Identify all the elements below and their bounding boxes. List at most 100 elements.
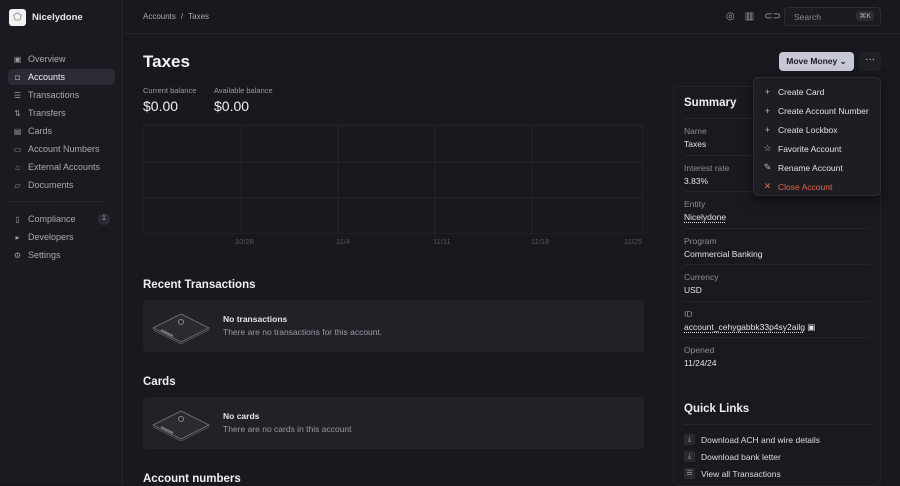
sidebar-item-developers[interactable]: ▸ Developers bbox=[8, 229, 115, 245]
x-tick: 10/28 bbox=[235, 237, 254, 246]
quick-link-bank-letter[interactable]: ⤓ Download bank letter bbox=[684, 451, 781, 462]
account-id[interactable]: account_cehygabbk33p4sy2ailg bbox=[684, 321, 805, 332]
empty-title: No cards bbox=[223, 411, 260, 421]
nav-primary: ▣ Overview ◘ Accounts ☰ Transactions ⇅ Trans… bbox=[8, 51, 115, 265]
menu-item-favorite-account[interactable]: ☆ Favorite Account bbox=[754, 139, 880, 158]
summary-row-program: Program Commercial Banking bbox=[684, 229, 870, 265]
search-input[interactable]: Search ⌘K bbox=[784, 7, 881, 26]
book-icon[interactable]: ▥ bbox=[744, 11, 755, 22]
brand-name: Nicelydone bbox=[32, 12, 83, 23]
summary-row-entity: Entity Nicelydone bbox=[684, 192, 870, 229]
card-icon: ▤ bbox=[13, 126, 22, 136]
value: Taxes bbox=[684, 139, 707, 149]
label: Currency bbox=[684, 272, 719, 282]
menu-item-create-card[interactable]: + Create Card bbox=[754, 82, 880, 101]
menu-item-close-account[interactable]: ✕ Close Account bbox=[754, 177, 880, 196]
plus-icon: + bbox=[764, 105, 771, 116]
label: Create Card bbox=[778, 86, 825, 97]
label: Move Money bbox=[786, 56, 838, 66]
close-icon: ✕ bbox=[763, 181, 772, 191]
current-balance: Current balance $0.00 bbox=[143, 86, 196, 114]
sidebar-item-external-accounts[interactable]: ⌂ External Accounts bbox=[8, 159, 115, 175]
pencil-icon: ✎ bbox=[763, 162, 772, 172]
more-button[interactable]: ··· bbox=[859, 52, 881, 71]
search-placeholder: Search bbox=[794, 12, 821, 22]
divider bbox=[684, 424, 870, 425]
label: Download ACH and wire details bbox=[701, 434, 821, 445]
header-icons: ◎ ▥ ⊂⊃ bbox=[726, 11, 781, 22]
label: Current balance bbox=[143, 86, 197, 95]
bank-icon: ⌂ bbox=[15, 162, 20, 172]
actions-menu: + Create Card + Create Account Number + Cre… bbox=[753, 77, 881, 196]
quick-link-transactions[interactable]: ☰ View all Transactions bbox=[684, 468, 781, 479]
move-money-button[interactable]: Move Money ⌄ bbox=[779, 52, 854, 71]
sidebar-item-account-numbers[interactable]: ▭ Account Numbers bbox=[8, 141, 115, 157]
empty-text: There are no transactions for this accou… bbox=[223, 327, 383, 337]
label: Opened bbox=[684, 345, 715, 355]
terminal-icon: ▸ bbox=[15, 232, 20, 242]
label: Accounts bbox=[28, 72, 66, 82]
breadcrumb-accounts[interactable]: Accounts bbox=[143, 12, 176, 21]
header: Accounts / Taxes ◎ ▥ ⊂⊃ Search ⌘K bbox=[124, 0, 900, 34]
plus-icon: + bbox=[764, 86, 771, 97]
cards-empty-state: No cards There are no cards in this acco… bbox=[143, 397, 644, 449]
sidebar-item-documents[interactable]: ▱ Documents bbox=[8, 177, 115, 193]
quick-link-ach[interactable]: ⤓ Download ACH and wire details bbox=[684, 434, 820, 445]
balance-chart bbox=[143, 124, 643, 234]
label: Entity bbox=[684, 199, 706, 209]
label: Download bank letter bbox=[701, 451, 781, 462]
summary-row-id: ID account_cehygabbk33p4sy2ailg ▣ bbox=[684, 302, 870, 338]
label: Close Account bbox=[778, 181, 833, 192]
label: Account Numbers bbox=[28, 144, 100, 154]
label: Name bbox=[684, 126, 707, 136]
sidebar-item-settings[interactable]: ⚙ Settings bbox=[8, 247, 115, 263]
label: Cards bbox=[28, 126, 53, 136]
sidebar-item-compliance[interactable]: ▯ Compliance 1 bbox=[8, 211, 115, 227]
label: Documents bbox=[28, 180, 74, 190]
sidebar-item-transfers[interactable]: ⇅ Transfers bbox=[8, 105, 115, 121]
label: ID bbox=[684, 308, 693, 319]
menu-item-create-lockbox[interactable]: + Create Lockbox bbox=[754, 120, 880, 139]
clipboard-icon[interactable]: ▣ bbox=[807, 321, 816, 332]
empty-card-illustration bbox=[152, 410, 210, 441]
document-icon: ▯ bbox=[15, 214, 20, 224]
sidebar-item-accounts[interactable]: ◘ Accounts bbox=[8, 69, 115, 85]
chat-icon[interactable]: ◎ bbox=[726, 11, 735, 22]
label: Settings bbox=[28, 250, 61, 260]
count-badge: 1 bbox=[98, 213, 110, 225]
page-title: Taxes bbox=[143, 52, 190, 71]
gear-icon: ⚙ bbox=[13, 250, 22, 260]
label: Developers bbox=[28, 232, 74, 242]
divider bbox=[8, 201, 105, 202]
logo-icon: ⬠ bbox=[9, 9, 26, 26]
menu-item-create-account-number[interactable]: + Create Account Number bbox=[754, 101, 880, 120]
label: Create Account Number bbox=[778, 105, 869, 116]
value: Commercial Banking bbox=[684, 248, 763, 259]
label: View all Transactions bbox=[701, 468, 781, 479]
sidebar-item-overview[interactable]: ▣ Overview bbox=[8, 51, 115, 67]
menu-item-rename-account[interactable]: ✎ Rename Account bbox=[754, 158, 880, 177]
label: Overview bbox=[28, 54, 66, 64]
list-icon: ☰ bbox=[684, 468, 695, 479]
empty-card-illustration bbox=[152, 313, 210, 344]
breadcrumb: Accounts / Taxes bbox=[143, 12, 214, 21]
value: $0.00 bbox=[143, 98, 179, 114]
label: Interest rate bbox=[684, 162, 730, 173]
value: 3.83% bbox=[684, 175, 709, 186]
arrows-icon: ⇅ bbox=[14, 108, 21, 118]
toggle-icon[interactable]: ⊂⊃ bbox=[764, 11, 781, 22]
entity-link[interactable]: Nicelydone bbox=[684, 212, 727, 222]
number-icon: ▭ bbox=[13, 144, 22, 154]
summary-row-opened: Opened 11/24/24 bbox=[684, 338, 870, 375]
wallet-icon: ◘ bbox=[15, 72, 20, 82]
list-icon: ☰ bbox=[13, 90, 22, 100]
x-tick: 11/11 bbox=[433, 237, 451, 246]
x-tick: 11/4 bbox=[336, 237, 351, 246]
brand[interactable]: ⬠ Nicelydone bbox=[9, 9, 83, 26]
sidebar-item-transactions[interactable]: ☰ Transactions bbox=[8, 87, 115, 103]
section-title-account-numbers: Account numbers bbox=[143, 473, 241, 485]
empty-title: No transactions bbox=[223, 314, 288, 324]
sidebar-item-cards[interactable]: ▤ Cards bbox=[8, 123, 115, 139]
label: External Accounts bbox=[28, 162, 101, 172]
sidebar: ⬠ Nicelydone ▣ Overview ◘ Accounts ☰ Transa… bbox=[0, 0, 123, 484]
